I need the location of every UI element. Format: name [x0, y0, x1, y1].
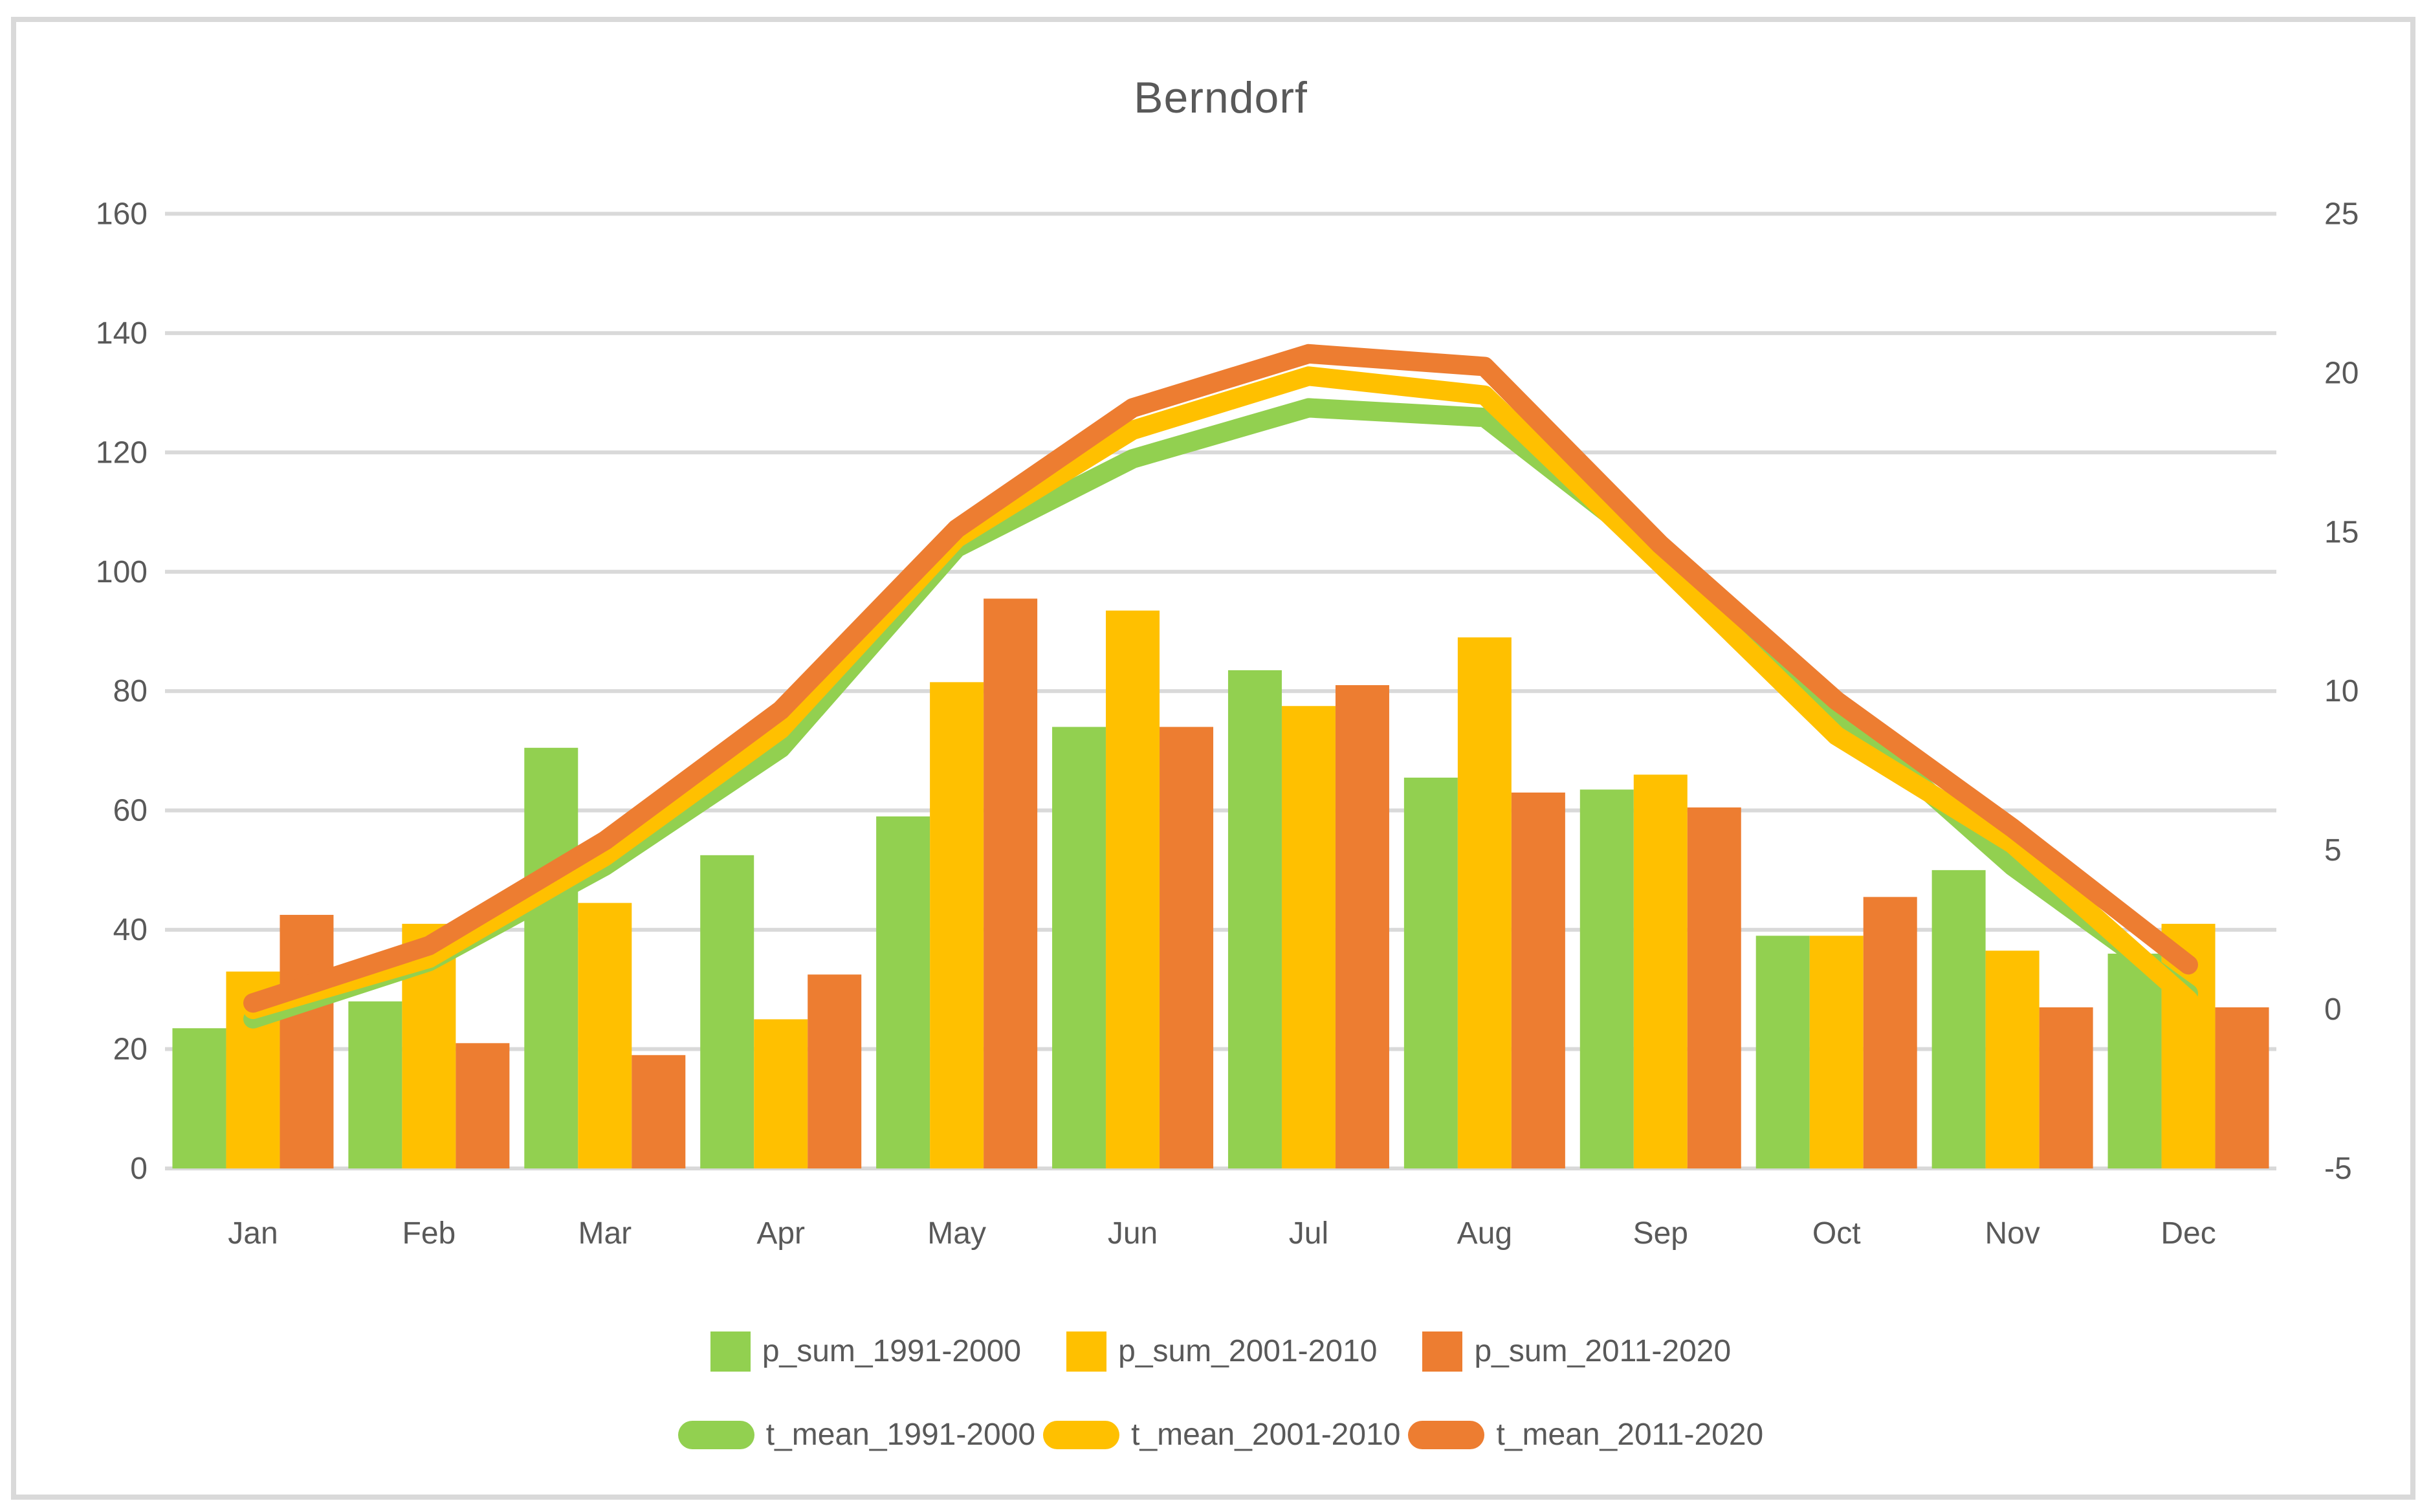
- bar-p_sum_2011-2020-Nov: [2039, 1007, 2093, 1168]
- x-axis-label-Dec: Dec: [2161, 1216, 2216, 1251]
- legend-label: t_mean_2001-2010: [1131, 1418, 1401, 1452]
- left-axis-label-140: 140: [96, 316, 148, 351]
- left-axis-label-40: 40: [113, 913, 148, 947]
- bar-p_sum_1991-2000-Feb: [348, 1001, 402, 1168]
- legend-label: p_sum_1991-2000: [762, 1334, 1022, 1368]
- bar-p_sum_2001-2010-Mar: [578, 903, 632, 1168]
- left-axis-label-60: 60: [113, 794, 148, 828]
- right-axis-label-20: 20: [2324, 356, 2359, 390]
- legend-row-precipitation: p_sum_1991-2000 p_sum_2001-2010 p_sum_2011…: [710, 1331, 1731, 1372]
- bar-swatch-icon: [710, 1331, 751, 1372]
- legend-item-t_mean_2001-2010: t_mean_2001-2010: [1043, 1419, 1400, 1451]
- x-axis-label-Jul: Jul: [1289, 1216, 1328, 1251]
- left-axis-label-80: 80: [113, 674, 148, 708]
- bar-p_sum_1991-2000-Sep: [1579, 789, 1634, 1168]
- line-swatch-icon: [1043, 1421, 1120, 1449]
- bar-p_sum_2011-2020-Oct: [1863, 897, 1917, 1168]
- bar-p_sum_2011-2020-Dec: [2215, 1007, 2269, 1168]
- legend-label: t_mean_1991-2000: [765, 1418, 1036, 1452]
- x-axis-label-Feb: Feb: [402, 1216, 456, 1251]
- legend-item-p_sum_1991-2000: p_sum_1991-2000: [710, 1331, 1021, 1372]
- bar-p_sum_1991-2000-Aug: [1403, 777, 1458, 1168]
- bar-p_sum_2011-2020-Aug: [1511, 792, 1565, 1168]
- x-axis-label-Aug: Aug: [1457, 1216, 1512, 1251]
- right-axis-label-15: 15: [2324, 515, 2359, 549]
- bar-p_sum_2001-2010-Sep: [1633, 774, 1688, 1168]
- bar-swatch-icon: [1066, 1331, 1107, 1372]
- bar-p_sum_1991-2000-Mar: [524, 747, 578, 1168]
- chart-legend: p_sum_1991-2000 p_sum_2001-2010 p_sum_2011…: [165, 1331, 2276, 1451]
- bar-p_sum_2011-2020-May: [984, 598, 1038, 1168]
- bar-p_sum_1991-2000-Jun: [1052, 727, 1106, 1168]
- legend-label: t_mean_2011-2020: [1496, 1418, 1764, 1452]
- legend-label: p_sum_2011-2020: [1474, 1334, 1732, 1368]
- legend-item-t_mean_2011-2020: t_mean_2011-2020: [1408, 1419, 1763, 1451]
- bar-p_sum_2001-2010-Oct: [1809, 936, 1864, 1168]
- x-axis-label-Jun: Jun: [1108, 1216, 1158, 1251]
- bar-p_sum_1991-2000-Oct: [1755, 936, 1810, 1168]
- bar-p_sum_1991-2000-Nov: [1931, 870, 1986, 1168]
- bar-p_sum_2001-2010-Aug: [1457, 637, 1512, 1168]
- bar-p_sum_2011-2020-Jan: [280, 915, 334, 1168]
- x-axis-label-Sep: Sep: [1633, 1216, 1688, 1251]
- right-axis-label-0: 0: [2324, 992, 2342, 1027]
- bar-p_sum_2011-2020-Jul: [1335, 685, 1389, 1168]
- bar-p_sum_2001-2010-Nov: [1985, 950, 2040, 1168]
- bar-p_sum_2001-2010-Jun: [1106, 610, 1160, 1168]
- left-axis-label-160: 160: [96, 197, 148, 231]
- bar-p_sum_2011-2020-Sep: [1687, 807, 1741, 1168]
- x-axis-label-Nov: Nov: [1985, 1216, 2040, 1251]
- bar-p_sum_2011-2020-Jun: [1160, 727, 1214, 1168]
- line-swatch-icon: [1408, 1421, 1485, 1449]
- bar-swatch-icon: [1422, 1331, 1463, 1372]
- bar-p_sum_1991-2000-May: [876, 816, 930, 1168]
- bar-p_sum_2001-2010-May: [930, 682, 984, 1168]
- left-axis-label-120: 120: [96, 435, 148, 470]
- right-axis-label-5: 5: [2324, 833, 2342, 868]
- left-axis-label-100: 100: [96, 555, 148, 589]
- left-axis-label-0: 0: [130, 1152, 148, 1186]
- bar-p_sum_2011-2020-Feb: [456, 1043, 510, 1168]
- bar-p_sum_1991-2000-Jan: [172, 1028, 226, 1168]
- bar-p_sum_2011-2020-Apr: [808, 974, 862, 1168]
- bar-p_sum_2011-2020-Mar: [632, 1055, 686, 1168]
- x-axis-label-Oct: Oct: [1812, 1216, 1861, 1251]
- x-axis-label-May: May: [927, 1216, 986, 1251]
- x-axis-label-Apr: Apr: [756, 1216, 805, 1251]
- right-axis-label--5: -5: [2324, 1152, 2352, 1186]
- line-swatch-icon: [677, 1421, 754, 1449]
- bar-p_sum_1991-2000-Jul: [1227, 670, 1282, 1168]
- x-axis-label-Jan: Jan: [228, 1216, 278, 1251]
- legend-item-p_sum_2001-2010: p_sum_2001-2010: [1066, 1331, 1377, 1372]
- right-axis-label-10: 10: [2324, 674, 2359, 708]
- bar-p_sum_2001-2010-Jul: [1281, 706, 1336, 1168]
- left-axis-label-20: 20: [113, 1033, 148, 1067]
- chart-title: Berndorf: [1134, 73, 1308, 122]
- bar-p_sum_2001-2010-Apr: [754, 1019, 808, 1168]
- bar-p_sum_1991-2000-Dec: [2107, 953, 2162, 1168]
- bar-p_sum_1991-2000-Apr: [700, 855, 754, 1168]
- line-t_mean_2001-2010: [243, 366, 2198, 1020]
- legend-label: p_sum_2001-2010: [1118, 1334, 1378, 1368]
- x-axis-label-Mar: Mar: [578, 1216, 632, 1251]
- legend-item-t_mean_1991-2000: t_mean_1991-2000: [677, 1418, 1036, 1452]
- legend-row-temperature: t_mean_1991-2000 t_mean_2001-2010 t_mean_2…: [677, 1418, 1763, 1452]
- legend-item-p_sum_2011-2020: p_sum_2011-2020: [1422, 1331, 1731, 1372]
- right-axis-label-25: 25: [2324, 197, 2359, 231]
- line-t_mean_2011-2020: [243, 344, 2198, 1013]
